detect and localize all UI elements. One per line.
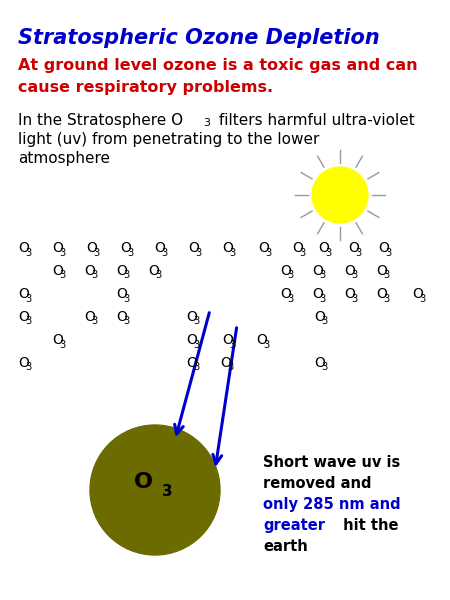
- Text: 3: 3: [230, 340, 236, 349]
- Text: O: O: [280, 264, 291, 278]
- Text: O: O: [376, 287, 387, 301]
- Text: 3: 3: [325, 247, 332, 257]
- Text: O: O: [378, 241, 389, 255]
- Text: O: O: [186, 356, 197, 370]
- Text: At ground level ozone is a toxic gas and can: At ground level ozone is a toxic gas and…: [18, 58, 418, 73]
- Text: 3: 3: [288, 271, 294, 280]
- Text: 3: 3: [123, 317, 130, 326]
- Text: 3: 3: [203, 118, 210, 128]
- Text: O: O: [314, 356, 325, 370]
- Text: O: O: [186, 333, 197, 347]
- Text: O: O: [188, 241, 199, 255]
- Text: In the Stratosphere O: In the Stratosphere O: [18, 113, 183, 128]
- Text: only 285 nm and: only 285 nm and: [263, 497, 400, 512]
- Text: O: O: [344, 264, 355, 278]
- Text: 3: 3: [59, 271, 66, 280]
- Text: 3: 3: [123, 271, 130, 280]
- Text: O: O: [154, 241, 165, 255]
- Text: O: O: [258, 241, 269, 255]
- Text: O: O: [84, 264, 95, 278]
- Text: 3: 3: [162, 247, 168, 257]
- Text: 3: 3: [94, 247, 100, 257]
- Text: 3: 3: [156, 271, 162, 280]
- Text: 3: 3: [162, 485, 172, 499]
- Text: O: O: [344, 287, 355, 301]
- Circle shape: [312, 167, 368, 223]
- Text: O: O: [52, 264, 63, 278]
- Text: O: O: [186, 310, 197, 324]
- Text: 3: 3: [264, 340, 270, 349]
- Circle shape: [90, 425, 220, 555]
- Text: 3: 3: [351, 293, 358, 304]
- Text: 3: 3: [383, 293, 390, 304]
- Text: O: O: [280, 287, 291, 301]
- Text: 3: 3: [91, 317, 98, 326]
- Text: 3: 3: [26, 293, 32, 304]
- Text: 3: 3: [320, 293, 326, 304]
- Text: 3: 3: [194, 340, 200, 349]
- Text: O: O: [120, 241, 131, 255]
- Text: 3: 3: [300, 247, 306, 257]
- Text: filters harmful ultra-violet: filters harmful ultra-violet: [214, 113, 415, 128]
- Text: O: O: [116, 264, 127, 278]
- Text: Short wave uv is: Short wave uv is: [263, 455, 400, 470]
- Text: 3: 3: [383, 271, 390, 280]
- Text: 3: 3: [320, 271, 326, 280]
- Text: 3: 3: [123, 293, 130, 304]
- Text: O: O: [18, 356, 29, 370]
- Text: 3: 3: [195, 247, 202, 257]
- Text: O: O: [86, 241, 97, 255]
- Text: O: O: [18, 241, 29, 255]
- Text: Stratospheric Ozone Depletion: Stratospheric Ozone Depletion: [18, 28, 380, 48]
- Text: earth: earth: [263, 539, 308, 554]
- Text: 3: 3: [26, 317, 32, 326]
- Text: O: O: [314, 310, 325, 324]
- Text: 3: 3: [386, 247, 392, 257]
- Text: O: O: [18, 310, 29, 324]
- Text: greater: greater: [263, 518, 325, 533]
- Text: O: O: [318, 241, 329, 255]
- Text: cause respiratory problems.: cause respiratory problems.: [18, 80, 273, 95]
- Text: 3: 3: [59, 247, 66, 257]
- Text: O: O: [134, 472, 153, 492]
- Text: 3: 3: [91, 271, 98, 280]
- Text: light (uv) from penetrating to the lower: light (uv) from penetrating to the lower: [18, 132, 319, 147]
- Text: O: O: [412, 287, 423, 301]
- Text: 3: 3: [321, 317, 328, 326]
- Text: O: O: [222, 241, 233, 255]
- Text: hit the: hit the: [338, 518, 399, 533]
- Text: O: O: [292, 241, 303, 255]
- Text: O: O: [222, 333, 233, 347]
- Text: O: O: [52, 241, 63, 255]
- Text: O: O: [84, 310, 95, 324]
- Text: 3: 3: [194, 317, 200, 326]
- Text: O: O: [116, 310, 127, 324]
- Text: O: O: [148, 264, 159, 278]
- Text: atmosphere: atmosphere: [18, 151, 110, 166]
- Text: 3: 3: [26, 362, 32, 373]
- Text: 3: 3: [26, 247, 32, 257]
- Text: removed and: removed and: [263, 476, 372, 491]
- Text: 3: 3: [356, 247, 362, 257]
- Text: O: O: [116, 287, 127, 301]
- Text: 3: 3: [127, 247, 134, 257]
- Text: 3: 3: [59, 340, 66, 349]
- Text: O: O: [312, 264, 323, 278]
- Text: O: O: [220, 356, 231, 370]
- Text: O: O: [256, 333, 267, 347]
- Text: O: O: [348, 241, 359, 255]
- Text: 3: 3: [228, 362, 234, 373]
- Text: 3: 3: [266, 247, 272, 257]
- Text: 3: 3: [230, 247, 236, 257]
- Text: 3: 3: [321, 362, 328, 373]
- Text: O: O: [376, 264, 387, 278]
- Text: O: O: [18, 287, 29, 301]
- Text: O: O: [312, 287, 323, 301]
- Text: 3: 3: [419, 293, 426, 304]
- Text: 3: 3: [194, 362, 200, 373]
- Text: 3: 3: [351, 271, 358, 280]
- Text: O: O: [52, 333, 63, 347]
- Text: 3: 3: [288, 293, 294, 304]
